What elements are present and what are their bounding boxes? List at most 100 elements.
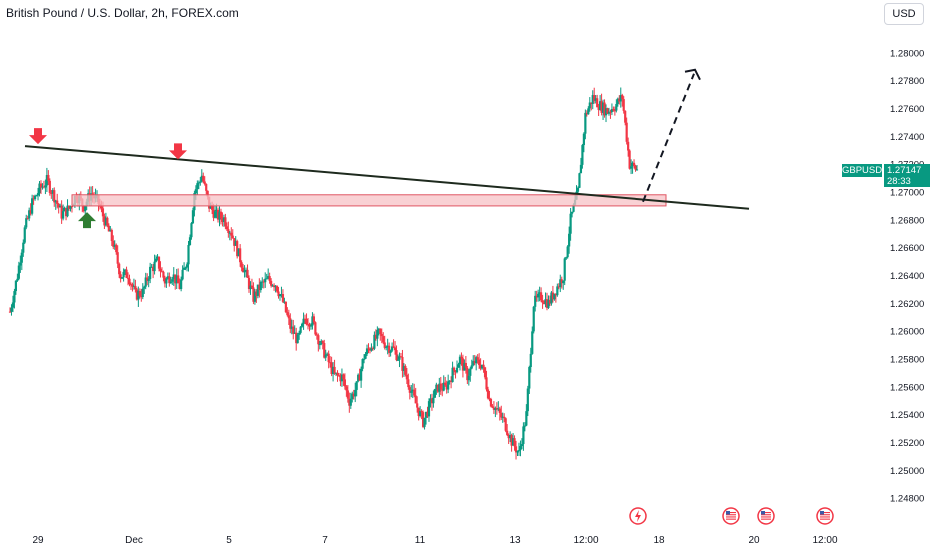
x-tick-label: 20 xyxy=(748,535,760,546)
candle-body xyxy=(447,381,450,390)
candle-body xyxy=(262,281,265,283)
candle-body xyxy=(554,293,557,296)
candle-body xyxy=(354,389,357,397)
candle-body xyxy=(48,180,51,193)
candle-body xyxy=(562,280,565,284)
candle-body xyxy=(159,268,162,272)
candle-body xyxy=(137,291,140,300)
candle-body xyxy=(174,274,177,284)
candle-body xyxy=(259,281,262,291)
candle-body xyxy=(398,356,401,360)
candle-body xyxy=(115,244,118,253)
candle-body xyxy=(241,267,245,273)
candle-body xyxy=(584,112,587,134)
candle-body xyxy=(607,111,611,114)
candle-body xyxy=(559,279,562,288)
candle-body xyxy=(625,122,628,142)
last-price: 1.27147 xyxy=(887,165,922,176)
candle-body xyxy=(172,274,175,280)
flag-stripe xyxy=(761,518,771,520)
candle-body xyxy=(416,403,419,408)
candle-body xyxy=(129,284,133,286)
candle-body xyxy=(358,374,361,381)
candle-body xyxy=(122,271,125,278)
candle-body xyxy=(157,256,161,269)
candle-body xyxy=(185,264,189,268)
candle-body xyxy=(565,257,568,259)
candle-body xyxy=(454,370,457,373)
candle-body xyxy=(13,291,16,303)
candle-body xyxy=(520,444,524,447)
candle-body xyxy=(593,95,596,101)
candle-body xyxy=(568,233,571,247)
candle-body xyxy=(181,269,184,280)
candle-body xyxy=(59,205,62,208)
y-tick-label: 1.25600 xyxy=(890,382,924,393)
projection-arrowhead xyxy=(684,68,701,81)
candle-body xyxy=(206,190,209,197)
candle-body xyxy=(67,205,71,209)
currency-button[interactable]: USD xyxy=(884,3,924,25)
candle-body xyxy=(230,232,233,236)
candle-body xyxy=(270,280,273,286)
candle-body xyxy=(364,354,367,359)
candle-body xyxy=(463,362,466,371)
candle-body xyxy=(153,261,156,272)
candle-body xyxy=(134,285,137,290)
flag-stripe xyxy=(761,512,771,514)
candle-body xyxy=(365,348,369,355)
candle-body xyxy=(314,322,317,335)
candle-body xyxy=(612,109,615,111)
candle-body xyxy=(538,292,541,294)
candle-body xyxy=(405,374,408,380)
lightning-bolt xyxy=(635,510,641,522)
y-tick-label: 1.26600 xyxy=(890,243,924,254)
candle-body xyxy=(470,365,473,369)
candle-body xyxy=(209,205,212,209)
candle-body xyxy=(391,346,394,351)
candle-body xyxy=(272,285,276,288)
candle-body xyxy=(126,277,130,279)
candle-body xyxy=(424,411,428,418)
candle-body xyxy=(308,324,311,327)
y-tick-label: 1.24800 xyxy=(890,494,924,505)
candle-body xyxy=(196,183,199,190)
candle-body xyxy=(292,326,295,334)
candle-body xyxy=(10,307,13,312)
candle-body xyxy=(231,235,234,239)
down-arrow-icon xyxy=(29,128,47,145)
candle-body xyxy=(326,353,329,355)
up-arrow-icon xyxy=(78,212,96,229)
candle-body xyxy=(280,294,283,296)
candle-body xyxy=(42,186,46,188)
candle-body xyxy=(144,277,147,287)
candle-body xyxy=(376,330,379,339)
candle-body xyxy=(45,175,48,186)
x-tick-label: 7 xyxy=(322,535,328,546)
candle-body xyxy=(482,364,485,368)
candle-body xyxy=(569,213,572,234)
candle-body xyxy=(337,375,341,377)
candle-body xyxy=(404,366,407,375)
candle-body xyxy=(360,368,363,381)
candle-body xyxy=(317,335,320,345)
candle-body xyxy=(329,362,332,364)
candle-body xyxy=(205,184,208,191)
candle-body xyxy=(535,295,538,298)
flag-stripe xyxy=(761,516,771,518)
candle-body xyxy=(110,229,113,241)
candle-body xyxy=(29,210,32,214)
candle-body xyxy=(253,291,256,302)
candle-body xyxy=(107,225,110,232)
x-tick-label: 18 xyxy=(653,535,665,546)
candle-body xyxy=(426,411,429,417)
candle-body xyxy=(386,345,389,347)
candle-body xyxy=(455,367,459,373)
candle-body xyxy=(140,296,143,298)
us-flag-icon xyxy=(722,507,740,525)
candle-body xyxy=(367,348,370,350)
candle-body xyxy=(33,195,37,200)
candle-body xyxy=(156,256,159,259)
candle-body xyxy=(147,279,150,281)
